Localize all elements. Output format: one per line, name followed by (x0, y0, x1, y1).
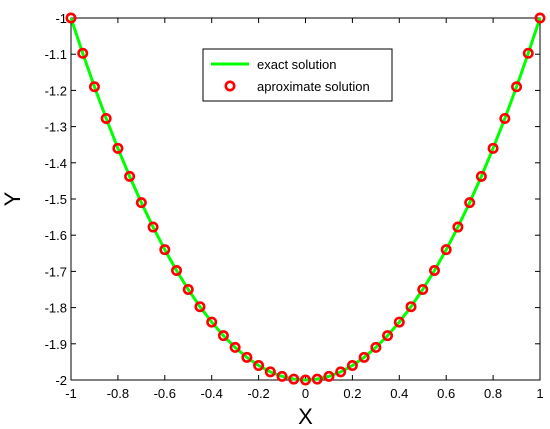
x-tick-label: -0.8 (107, 386, 129, 401)
x-tick-label: 0.6 (437, 386, 455, 401)
data-point-aproximate-solution (124, 170, 136, 182)
y-tick-label: -1.2 (45, 83, 67, 98)
data-point-aproximate-solution (206, 316, 218, 328)
x-tick-label: -1 (65, 386, 77, 401)
data-point-aproximate-solution (135, 197, 147, 209)
y-tick-label: -1.8 (45, 301, 67, 316)
x-tick-label: 1 (536, 386, 543, 401)
y-tick-label: -1.9 (45, 337, 67, 352)
data-point-aproximate-solution (382, 330, 394, 342)
y-tick-label: -1.4 (45, 156, 67, 171)
data-point-aproximate-solution (77, 47, 89, 59)
x-tick-label: 0.2 (343, 386, 361, 401)
legend-marker-swatch (224, 80, 236, 92)
data-point-aproximate-solution (534, 12, 546, 24)
data-point-aproximate-solution (452, 221, 464, 233)
x-tick-label: -0.6 (154, 386, 176, 401)
series-line-exact-solution (69, 17, 542, 382)
data-point-aproximate-solution (311, 373, 323, 385)
y-tick-label: -2 (55, 373, 67, 388)
data-point-aproximate-solution (229, 341, 241, 353)
data-point-aproximate-solution (182, 283, 194, 295)
legend: exact solution aproximate solution (202, 48, 393, 102)
y-tick-label: -1.1 (45, 47, 67, 62)
data-point-aproximate-solution (100, 112, 112, 124)
data-point-aproximate-solution (299, 374, 311, 386)
data-point-aproximate-solution (440, 244, 452, 256)
data-point-aproximate-solution (370, 341, 382, 353)
y-axis-title: Y (0, 191, 25, 206)
data-point-aproximate-solution (335, 366, 347, 378)
data-point-aproximate-solution (405, 301, 417, 313)
legend-label-exact: exact solution (257, 57, 337, 72)
x-axis-title: X (298, 404, 313, 429)
data-point-aproximate-solution (522, 47, 534, 59)
data-point-aproximate-solution (428, 264, 440, 276)
data-point-aproximate-solution (475, 170, 487, 182)
data-point-aproximate-solution (112, 142, 124, 154)
data-point-aproximate-solution (511, 81, 523, 93)
data-point-aproximate-solution (159, 244, 171, 256)
x-tick-label: -0.4 (200, 386, 222, 401)
data-point-aproximate-solution (65, 12, 77, 24)
x-tick-label: 0.8 (484, 386, 502, 401)
y-tick-label: -1.3 (45, 120, 67, 135)
y-tick-label: -1.6 (45, 228, 67, 243)
data-point-aproximate-solution (358, 351, 370, 363)
x-tick-label: -0.2 (247, 386, 269, 401)
data-point-aproximate-solution (393, 316, 405, 328)
x-tick-label: 0 (302, 386, 309, 401)
x-tick-label: 0.4 (390, 386, 408, 401)
data-point-aproximate-solution (487, 142, 499, 154)
data-point-aproximate-solution (217, 330, 229, 342)
data-point-aproximate-solution (288, 373, 300, 385)
data-point-aproximate-solution (147, 221, 159, 233)
data-point-aproximate-solution (171, 264, 183, 276)
data-point-aproximate-solution (241, 351, 253, 363)
data-point-aproximate-solution (464, 197, 476, 209)
y-tick-label: -1.5 (45, 192, 67, 207)
data-point-aproximate-solution (499, 112, 511, 124)
data-point-aproximate-solution (264, 366, 276, 378)
y-tick-label: -1 (55, 11, 67, 26)
data-point-aproximate-solution (276, 370, 288, 382)
data-point-aproximate-solution (417, 283, 429, 295)
data-point-aproximate-solution (194, 301, 206, 313)
data-point-aproximate-solution (88, 81, 100, 93)
legend-box (202, 48, 393, 102)
legend-label-approximate: aproximate solution (257, 79, 370, 94)
y-tick-label: -1.7 (45, 264, 67, 279)
data-point-aproximate-solution (323, 370, 335, 382)
data-point-aproximate-solution (253, 360, 265, 372)
data-point-aproximate-solution (346, 360, 358, 372)
